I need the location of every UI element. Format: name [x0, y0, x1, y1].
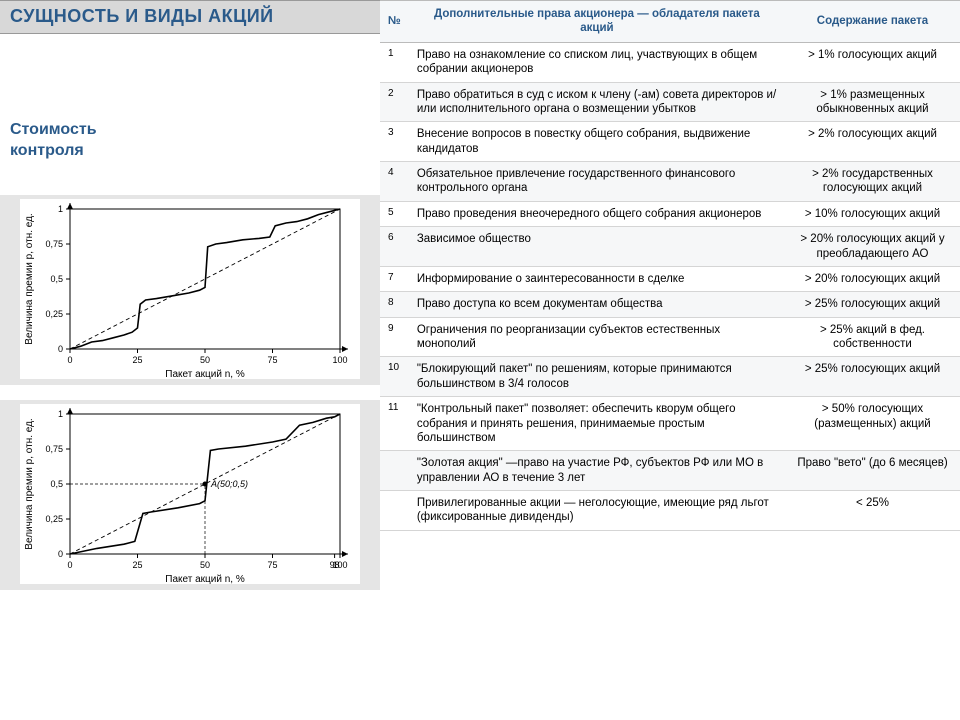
row-num: 5 [380, 201, 409, 226]
row-rights: "Блокирующий пакет" по решениям, которые… [409, 357, 785, 397]
svg-text:0,25: 0,25 [45, 514, 63, 524]
svg-text:0,5: 0,5 [50, 479, 63, 489]
svg-text:50: 50 [200, 560, 210, 570]
row-rights: Информирование о заинтересованности в сд… [409, 266, 785, 291]
table-row: "Золотая акция" —право на участие РФ, су… [380, 451, 960, 491]
col-rights: Дополнительные права акционера — обладат… [409, 1, 785, 43]
chart1-svg: 0 25 50 75 100 0 0,25 0,5 0,75 1 Пакет акций n, % В… [20, 199, 360, 379]
row-content: > 20% голосующих акций [785, 266, 960, 291]
row-content: > 10% голосующих акций [785, 201, 960, 226]
row-num: 1 [380, 42, 409, 82]
row-content: > 50% голосующих (размещенных) акций [785, 397, 960, 451]
page-title: СУЩНОСТЬ И ВИДЫ АКЦИЙ [10, 6, 274, 27]
svg-text:25: 25 [132, 355, 142, 365]
row-rights: Право проведения внеочередного общего со… [409, 201, 785, 226]
svg-text:100: 100 [332, 560, 347, 570]
row-rights: Зависимое общество [409, 227, 785, 267]
svg-text:75: 75 [267, 560, 277, 570]
svg-text:Величина премии p, отн. ед.: Величина премии p, отн. ед. [24, 213, 35, 344]
svg-text:50: 50 [200, 355, 210, 365]
row-num: 6 [380, 227, 409, 267]
svg-text:1: 1 [58, 409, 63, 419]
row-rights: Внесение вопросов в повестку общего собр… [409, 122, 785, 162]
svg-text:1: 1 [58, 204, 63, 214]
row-content: Право "вето" (до 6 месяцев) [785, 451, 960, 491]
row-rights: "Золотая акция" —право на участие РФ, су… [409, 451, 785, 491]
row-num: 11 [380, 397, 409, 451]
row-rights: Право обратиться в суд с иском к члену (… [409, 82, 785, 122]
svg-text:100: 100 [332, 355, 347, 365]
row-num: 2 [380, 82, 409, 122]
rights-table: № Дополнительные права акционера — облад… [380, 0, 960, 531]
table-row: Привилегированные акции — неголосующие, … [380, 491, 960, 531]
row-num: 7 [380, 266, 409, 291]
row-rights: Право доступа ко всем документам обществ… [409, 292, 785, 317]
col-num: № [380, 1, 409, 43]
row-content: > 25% акций в фед. собственности [785, 317, 960, 357]
row-content: > 2% государственных голосующих акций [785, 162, 960, 202]
table-row: 8Право доступа ко всем документам общест… [380, 292, 960, 317]
svg-text:0,25: 0,25 [45, 309, 63, 319]
svg-text:0: 0 [67, 560, 72, 570]
row-content: < 25% [785, 491, 960, 531]
svg-text:0,75: 0,75 [45, 444, 63, 454]
table-row: 2Право обратиться в суд с иском к члену … [380, 82, 960, 122]
row-num [380, 451, 409, 491]
table-row: 1Право на ознакомление со списком лиц, у… [380, 42, 960, 82]
rights-table-wrap: № Дополнительные права акционера — облад… [380, 0, 960, 531]
svg-text:Пакет акций n, %: Пакет акций n, % [165, 369, 245, 379]
row-rights: Право на ознакомление со списком лиц, уч… [409, 42, 785, 82]
row-content: > 2% голосующих акций [785, 122, 960, 162]
table-row: 5Право проведения внеочередного общего с… [380, 201, 960, 226]
svg-text:0,5: 0,5 [50, 274, 63, 284]
row-content: > 20% голосующих акций у преобладающего … [785, 227, 960, 267]
svg-text:75: 75 [267, 355, 277, 365]
row-rights: Привилегированные акции — неголосующие, … [409, 491, 785, 531]
row-num [380, 491, 409, 531]
svg-text:A(50;0,5): A(50;0,5) [210, 479, 248, 489]
col-content: Содержание пакета [785, 1, 960, 43]
row-rights: Обязательное привлечение государственног… [409, 162, 785, 202]
chart2-svg: 02550759810000,250,50,751A(50;0,5)Пакет … [20, 404, 360, 584]
row-rights: "Контрольный пакет" позволяет: обеспечит… [409, 397, 785, 451]
table-row: 7Информирование о заинтересованности в с… [380, 266, 960, 291]
table-row: 3Внесение вопросов в повестку общего соб… [380, 122, 960, 162]
table-row: 6Зависимое общество> 20% голосующих акци… [380, 227, 960, 267]
table-row: 10"Блокирующий пакет" по решениям, котор… [380, 357, 960, 397]
svg-text:0: 0 [58, 344, 63, 354]
svg-text:0: 0 [67, 355, 72, 365]
row-content: > 1% голосующих акций [785, 42, 960, 82]
chart1-panel: 0 25 50 75 100 0 0,25 0,5 0,75 1 Пакет акций n, % В… [0, 195, 380, 385]
row-num: 9 [380, 317, 409, 357]
table-row: 9Ограничения по реорганизации субъектов … [380, 317, 960, 357]
row-content: > 1% размещенных обыкновенных акций [785, 82, 960, 122]
row-content: > 25% голосующих акций [785, 292, 960, 317]
svg-text:0: 0 [58, 549, 63, 559]
row-num: 3 [380, 122, 409, 162]
svg-text:25: 25 [132, 560, 142, 570]
chart2-panel: 02550759810000,250,50,751A(50;0,5)Пакет … [0, 400, 380, 590]
svg-text:Пакет акций n, %: Пакет акций n, % [165, 574, 245, 584]
row-num: 10 [380, 357, 409, 397]
svg-text:Величина премии p, отн. ед.: Величина премии p, отн. ед. [24, 418, 35, 549]
subtitle: Стоимость контроля [10, 120, 97, 162]
table-row: 11"Контрольный пакет" позволяет: обеспеч… [380, 397, 960, 451]
row-num: 8 [380, 292, 409, 317]
row-num: 4 [380, 162, 409, 202]
row-rights: Ограничения по реорганизации субъектов е… [409, 317, 785, 357]
row-content: > 25% голосующих акций [785, 357, 960, 397]
svg-text:0,75: 0,75 [45, 239, 63, 249]
table-row: 4Обязательное привлечение государственно… [380, 162, 960, 202]
